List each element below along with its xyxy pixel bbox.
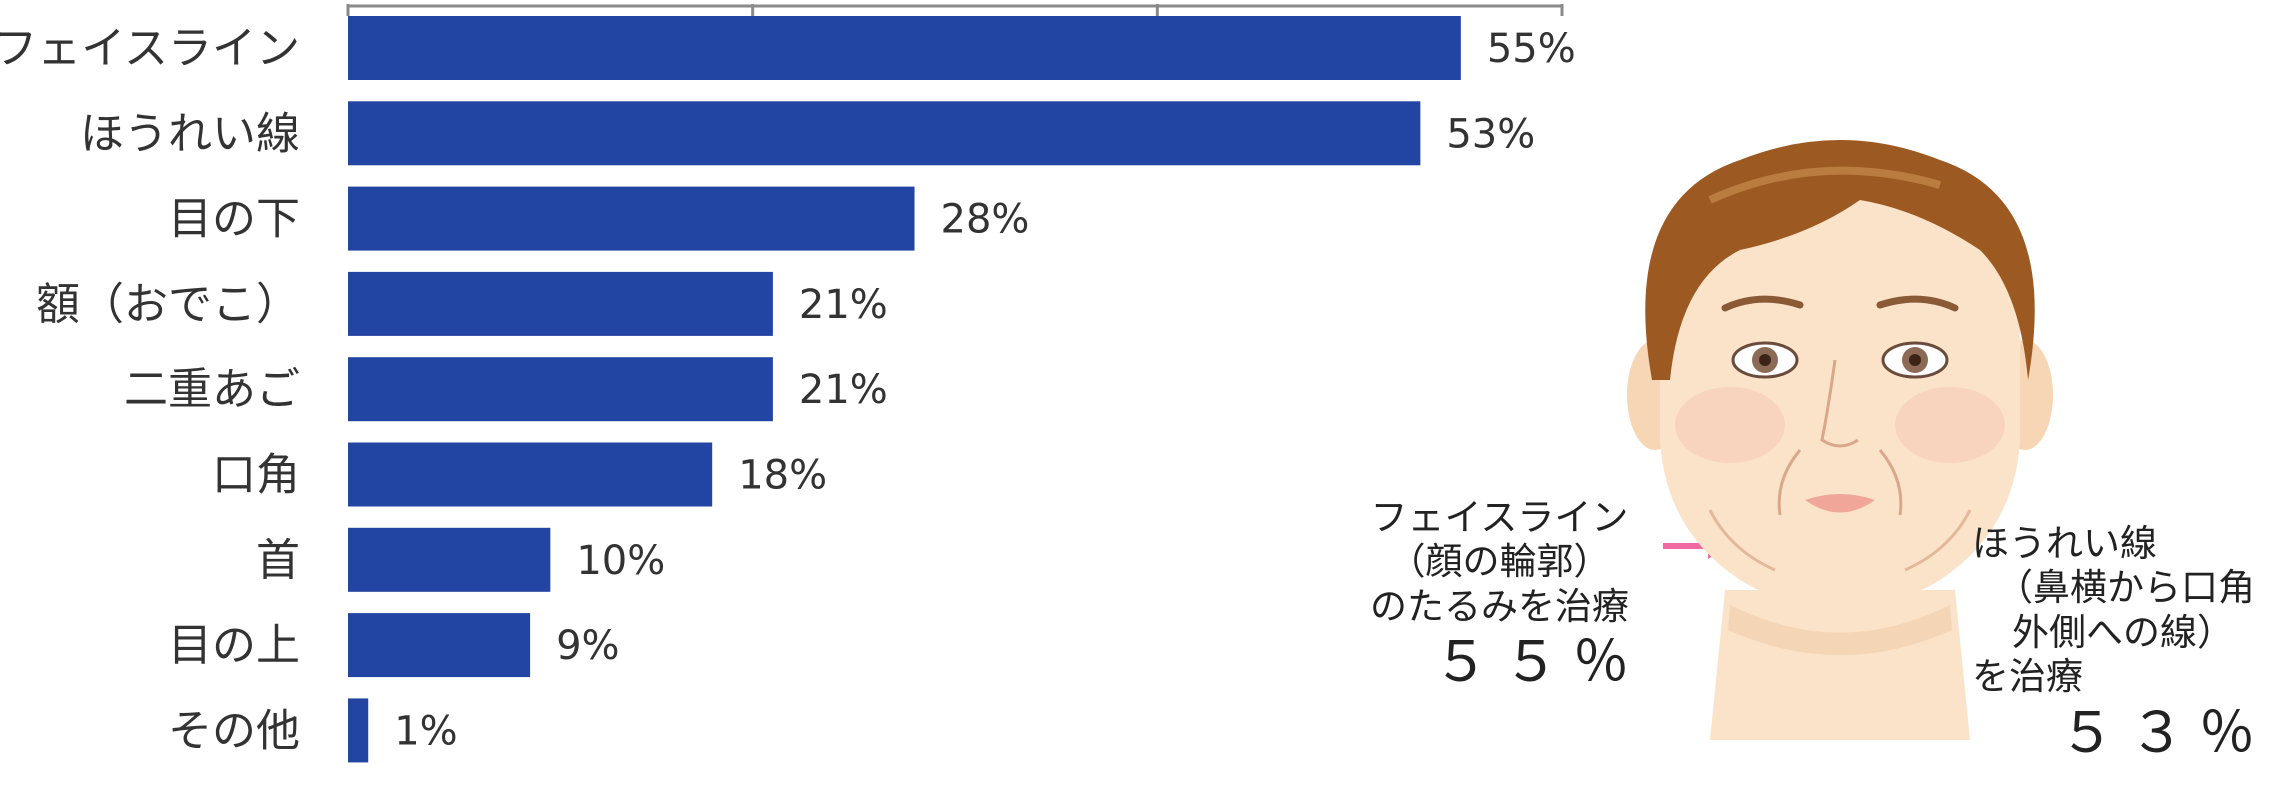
hair: [1645, 140, 2035, 380]
value-label: 53%: [1446, 111, 1535, 157]
annotation-nasolabial-sub1: （鼻横から口角: [1996, 566, 2255, 610]
bar: [348, 101, 1421, 166]
value-label: 9%: [556, 623, 619, 669]
category-label: ほうれい線: [80, 108, 300, 159]
bar: [348, 16, 1461, 80]
annotation-face-line-sub: （顔の輪郭）: [1388, 540, 1611, 584]
left-cheek: [1675, 387, 1785, 463]
value-label: 18%: [738, 453, 827, 499]
value-labels: 55% 53% 28% 21% 21% 18% 10% 9% 1%: [394, 26, 1576, 754]
category-label: 首: [256, 535, 300, 586]
right-pupil: [1909, 354, 1921, 366]
bar: [348, 357, 773, 422]
nasolabial-right: [1878, 449, 1903, 516]
value-label: 28%: [941, 197, 1030, 243]
mouth: [1805, 494, 1875, 513]
neck-shade: [1728, 605, 1952, 655]
nasolabial-left: [1777, 449, 1802, 516]
hair-highlight: [1708, 166, 1942, 204]
nose: [1820, 359, 1859, 448]
category-label: 口角: [212, 450, 300, 501]
category-label: 額（おでこ）: [36, 279, 300, 330]
category-label: 目の下: [168, 194, 300, 245]
value-label: 21%: [799, 367, 888, 413]
category-label: フェイスライン: [0, 23, 300, 74]
bar: [348, 613, 531, 678]
annotation-face-line-title: フェイスライン: [1370, 496, 1629, 539]
left-pupil: [1759, 354, 1771, 366]
value-label: 55%: [1487, 26, 1576, 72]
annotation-nasolabial-value: ５３％: [2059, 700, 2269, 766]
category-label: 目の上: [168, 620, 300, 671]
bar: [348, 527, 551, 592]
value-label: 21%: [799, 282, 888, 328]
category-label: 二重あご: [124, 364, 300, 415]
chart-bars: [348, 16, 1461, 763]
bar: [348, 186, 915, 251]
bar: [348, 271, 773, 336]
right-cheek: [1895, 387, 2005, 463]
face-illustration: [1560, 140, 2120, 740]
left-brow: [1721, 295, 1804, 312]
chart-axis: [346, 4, 1564, 16]
right-brow: [1876, 295, 1959, 312]
annotation-face-line-value: ５５％: [1433, 630, 1643, 696]
annotation-nasolabial-title: ほうれい線: [1972, 522, 2157, 565]
annotation-nasolabial-sub2: 外側への線）: [2012, 610, 2234, 654]
annotation-nasolabial: ほうれい線 （鼻横から口角 外側への線） を治療 ５３％: [1972, 522, 2255, 767]
bar: [348, 442, 713, 507]
annotation-face-line: フェイスライン （顔の輪郭） のたるみを治療 ５５％: [1370, 496, 1629, 696]
category-label: その他: [168, 705, 300, 756]
value-label: 1%: [394, 708, 457, 754]
neck-shape: [1710, 590, 1970, 740]
jaw-line-left: [1708, 509, 1776, 572]
value-label: 10%: [576, 538, 665, 584]
jaw-line-right: [1904, 509, 1972, 572]
annotation-face-line-desc: のたるみを治療: [1370, 584, 1629, 628]
face-shape: [1660, 170, 2020, 610]
annotation-nasolabial-desc: を治療: [1972, 655, 2083, 699]
bar: [348, 698, 369, 763]
